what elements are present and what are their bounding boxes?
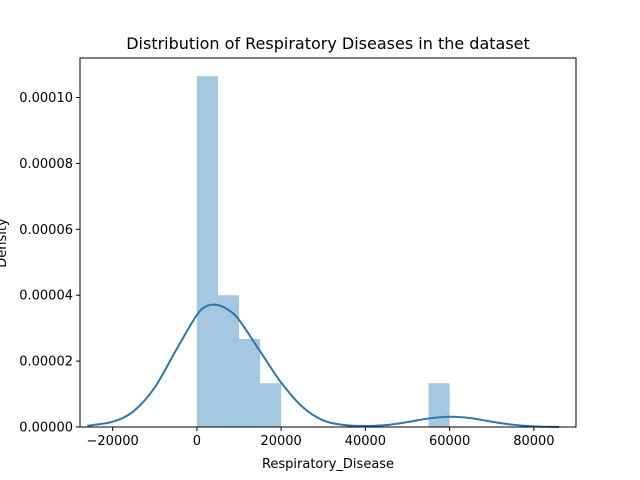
histogram-bar xyxy=(428,383,450,427)
plot-frame xyxy=(79,57,577,428)
y-tick-label: 0.00002 xyxy=(19,355,73,370)
y-axis-ticks: 0.00000 0.00002 0.00004 0.00006 0.00008 0.000… xyxy=(19,91,80,436)
y-tick-label: 0.00004 xyxy=(19,289,73,304)
x-tick-label: 60000 xyxy=(429,434,470,449)
y-tick-label: 0.00010 xyxy=(19,91,73,106)
histogram-bar xyxy=(217,295,240,427)
y-axis-label: Density xyxy=(0,218,10,268)
histogram-bar xyxy=(239,339,261,427)
y-tick-label: 0.00000 xyxy=(19,421,73,436)
kde-line xyxy=(87,303,560,428)
chart-title: Distribution of Respiratory Diseases in … xyxy=(126,34,530,53)
histogram-bars xyxy=(196,76,450,427)
x-tick-label: 40000 xyxy=(345,434,386,449)
x-tick-label: −20000 xyxy=(87,434,139,449)
histogram-bar xyxy=(260,383,282,427)
y-tick-label: 0.00006 xyxy=(19,223,73,238)
x-axis-ticks: −20000 0 20000 40000 60000 80000 xyxy=(87,427,555,449)
x-tick-label: 0 xyxy=(193,434,201,449)
y-tick-label: 0.00008 xyxy=(19,157,73,172)
x-tick-label: 80000 xyxy=(513,434,554,449)
histogram-bar xyxy=(196,76,218,427)
x-tick-label: 20000 xyxy=(260,434,301,449)
x-axis-label: Respiratory_Disease xyxy=(262,457,394,472)
